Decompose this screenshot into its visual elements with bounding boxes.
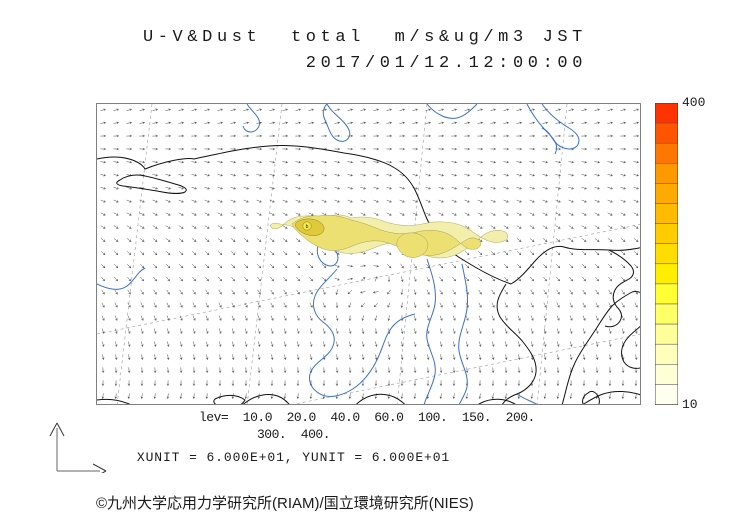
- svg-text:b: b: [306, 224, 309, 230]
